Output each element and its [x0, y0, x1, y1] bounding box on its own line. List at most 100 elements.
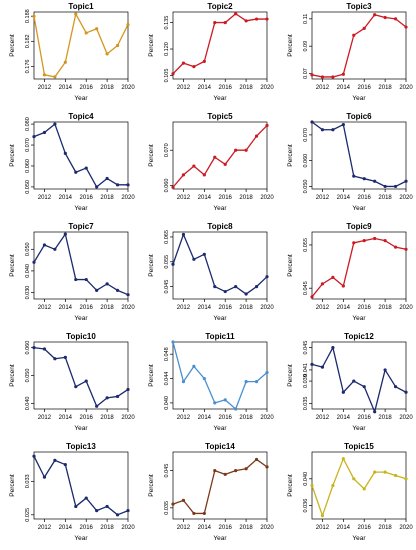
data-point [362, 26, 366, 31]
x-tick-label: 2018 [100, 525, 114, 531]
data-point [254, 17, 259, 21]
series-line [33, 123, 128, 188]
chart-title: Topic10 [66, 332, 96, 341]
series-line [311, 458, 407, 517]
data-point [254, 284, 259, 289]
data-point [53, 122, 57, 126]
x-tick-label: 2014 [337, 305, 351, 311]
y-axis-label: Percent [287, 254, 294, 277]
data-point [393, 473, 398, 478]
data-point [244, 467, 248, 471]
y-tick-label: 0.060 [25, 341, 31, 355]
y-tick-label: 0.050 [25, 369, 31, 383]
x-tick-label: 2014 [198, 195, 212, 201]
data-point [310, 120, 314, 124]
data-point [331, 75, 335, 79]
x-tick-label: 2018 [239, 195, 253, 201]
x-tick-label: 2018 [378, 195, 392, 201]
series-line [33, 455, 129, 516]
x-tick-label: 2016 [80, 415, 94, 421]
data-point [95, 509, 99, 513]
data-point [171, 262, 175, 266]
y-tick-label: 0.060 [25, 159, 31, 173]
data-point [320, 282, 325, 286]
data-point [373, 179, 377, 183]
data-point [234, 148, 238, 152]
data-point [223, 398, 227, 402]
y-axis-label: Percent [9, 364, 16, 387]
plot-frame [311, 121, 407, 190]
data-point [341, 457, 345, 461]
data-point [223, 289, 227, 294]
plot-frame [311, 11, 407, 80]
series-line [33, 233, 129, 296]
data-point [181, 61, 186, 65]
x-tick-label: 2016 [219, 305, 233, 311]
x-tick-label: 2012 [316, 415, 330, 421]
chart-title: Topic6 [346, 112, 372, 121]
x-tick-label: 2020 [399, 305, 413, 311]
x-tick-label: 2012 [316, 305, 330, 311]
data-point [202, 59, 206, 63]
data-point [213, 401, 217, 405]
data-point [105, 52, 109, 56]
x-tick-label: 2020 [260, 85, 274, 91]
chart-panel-3: Topic3 0.07 0.09 0.11 2012 2014 2016 2018 2020 Ye… [287, 2, 413, 102]
y-tick-label: 0.050 [25, 180, 31, 194]
data-point [105, 282, 109, 286]
x-axis-label: Year [74, 535, 88, 542]
y-axis-label: Percent [287, 144, 294, 167]
y-tick-label: 0.033 [25, 474, 31, 488]
y-axis-label: Percent [9, 144, 16, 167]
data-point [126, 509, 130, 513]
y-tick-label: 0.025 [25, 508, 31, 522]
data-point [254, 134, 259, 138]
data-point [192, 257, 196, 261]
data-point [383, 15, 387, 20]
plot-frame [33, 231, 129, 300]
data-point [234, 469, 238, 473]
data-point [202, 252, 206, 256]
y-tick-label: 0.048 [164, 347, 170, 361]
data-point [84, 496, 88, 500]
x-tick-label: 2016 [80, 195, 94, 201]
y-tick-label: 0.045 [303, 341, 309, 355]
chart-panel-4: Topic4 0.050 0.060 0.070 0.080 2012 2014 2016 20… [9, 112, 135, 212]
data-point [362, 487, 366, 491]
chart-title: Topic12 [344, 332, 374, 341]
data-point [192, 164, 196, 168]
data-point [404, 390, 408, 394]
data-point [213, 20, 217, 25]
chart-title: Topic1 [68, 2, 94, 11]
x-tick-label: 2018 [239, 85, 253, 91]
x-tick-label: 2016 [80, 85, 94, 91]
data-point [115, 288, 120, 292]
chart-panel-7: Topic7 0.030 0.040 0.050 2012 2014 2016 2018 202… [9, 222, 135, 322]
x-tick-label: 2012 [177, 85, 191, 91]
series-line [33, 346, 129, 407]
y-axis-label: Percent [148, 474, 155, 497]
data-point [63, 60, 67, 64]
data-point [63, 151, 67, 156]
data-point [192, 65, 196, 69]
x-axis-label: Year [74, 315, 88, 322]
data-point [244, 379, 248, 384]
chart-panel-10: Topic10 0.040 0.050 0.060 2012 2014 2016 2018 20… [9, 332, 135, 432]
data-point [74, 12, 78, 16]
x-tick-label: 2012 [38, 415, 52, 421]
data-point [95, 185, 99, 189]
x-tick-label: 2014 [337, 195, 351, 201]
y-tick-label: 0.135 [164, 16, 170, 30]
y-tick-label: 0.036 [303, 499, 309, 513]
x-tick-label: 2012 [316, 525, 330, 531]
data-point [341, 390, 345, 394]
series-line [172, 341, 268, 410]
data-point [352, 379, 356, 383]
data-point [53, 357, 57, 361]
data-point [383, 368, 387, 372]
data-point [126, 293, 130, 297]
x-tick-label: 2018 [378, 415, 392, 421]
x-tick-label: 2020 [121, 415, 135, 421]
data-point [362, 239, 366, 243]
